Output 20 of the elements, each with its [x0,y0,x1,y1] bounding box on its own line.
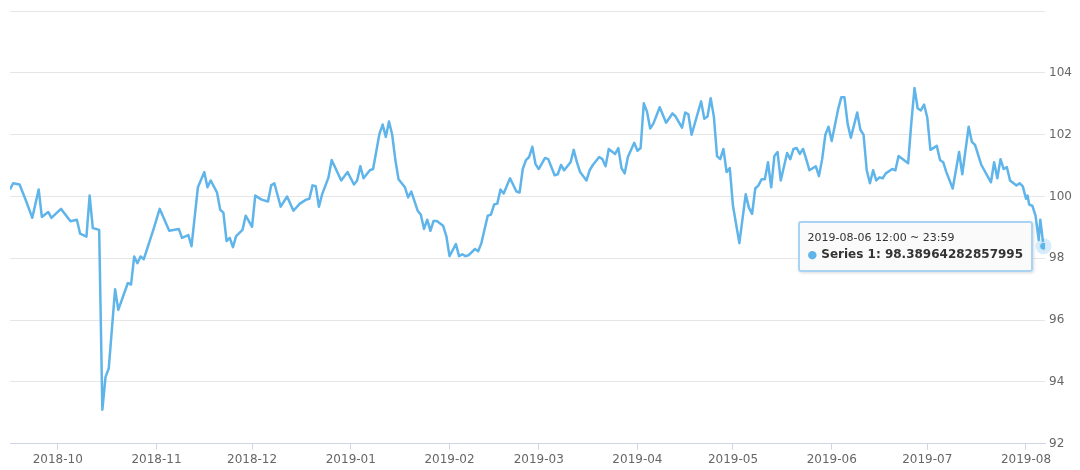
y-tick-label: 100 [1049,188,1072,203]
x-tick-label: 2018-12 [226,451,278,466]
y-tick-label: 96 [1049,312,1065,327]
x-tick-label: 2019-04 [612,451,663,466]
annotation: ● Series 1: 98.38964282857995 [807,246,1024,261]
y-tick-label: 98 [1049,250,1065,265]
y-tick-label: 102 [1049,126,1072,141]
x-tick-label: 2019-06 [806,451,857,466]
x-tick-label: 2019-08 [1000,451,1052,466]
x-tick-label: 2019-03 [513,451,564,466]
x-tick-label: 2018-10 [32,451,83,466]
y-tick-label: 104 [1049,65,1072,80]
x-tick-label: 2018-11 [131,451,182,466]
x-tick-label: 2019-05 [707,451,759,466]
x-tick-label: 2019-01 [325,451,376,466]
annotation: 2019-08-06 12:00 ~ 23:59 [807,230,955,244]
x-tick-label: 2019-02 [424,451,475,466]
x-tick-label: 2019-07 [902,451,953,466]
y-tick-label: 92 [1049,435,1065,450]
y-tick-label: 94 [1049,373,1065,388]
